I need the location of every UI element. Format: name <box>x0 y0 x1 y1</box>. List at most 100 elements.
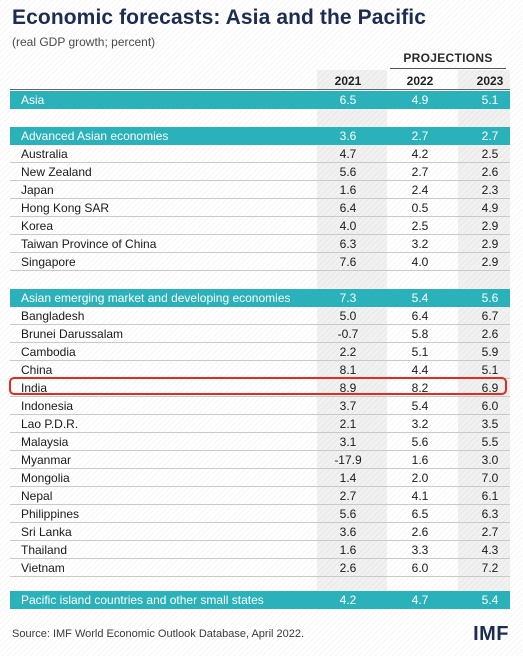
value-2022: 2.6 <box>411 525 429 539</box>
value-2023: 5.6 <box>481 291 499 305</box>
economy-name: Bangladesh <box>21 309 85 323</box>
value-2021: 6.3 <box>339 237 357 251</box>
column-header-2021: 2021 <box>334 74 362 88</box>
row-divider <box>10 558 510 559</box>
row-divider <box>10 414 510 415</box>
economy-name: Lao P.D.R. <box>21 417 79 431</box>
value-2023: 7.0 <box>481 471 499 485</box>
table-row: Philippines 5.6 6.5 6.3 <box>10 505 510 523</box>
value-2023: 6.0 <box>481 399 499 413</box>
value-2021: 6.5 <box>339 93 357 107</box>
row-divider <box>10 198 510 199</box>
table-header-row: 2021 2022 2023 <box>10 72 510 90</box>
economy-name: China <box>21 363 53 377</box>
value-2023: 2.9 <box>481 237 499 251</box>
value-2021: 3.6 <box>339 129 357 143</box>
row-divider <box>10 540 510 541</box>
value-2023: 7.2 <box>481 561 499 575</box>
value-2022: 5.4 <box>411 291 429 305</box>
economy-name: Taiwan Province of China <box>21 237 157 251</box>
value-2022: 4.2 <box>411 147 429 161</box>
value-2023: 2.9 <box>481 255 499 269</box>
value-2021: 2.1 <box>339 417 357 431</box>
economy-name: Philippines <box>21 507 80 521</box>
row-divider <box>10 324 510 325</box>
value-2021: 1.6 <box>339 183 357 197</box>
group-row-pacific: Pacific island countries and other small… <box>10 591 510 609</box>
table-row: Myanmar -17.9 1.6 3.0 <box>10 451 510 469</box>
row-divider <box>10 450 510 451</box>
column-header-2023: 2023 <box>476 74 504 88</box>
value-2023: 2.6 <box>481 327 499 341</box>
group-row-asia: Asia 6.5 4.9 5.1 <box>10 91 510 109</box>
economy-name: Hong Kong SAR <box>21 201 110 215</box>
group-row-emerging: Asian emerging market and developing eco… <box>10 289 510 307</box>
group-name: Asian emerging market and developing eco… <box>21 291 291 305</box>
value-2021: -0.7 <box>337 327 359 341</box>
value-2021: 1.6 <box>339 543 357 557</box>
value-2023: 2.7 <box>481 129 499 143</box>
value-2021: 4.2 <box>339 593 357 607</box>
value-2021: -17.9 <box>334 453 362 467</box>
table-row: Hong Kong SAR 6.4 0.5 4.9 <box>10 199 510 217</box>
value-2021: 7.6 <box>339 255 357 269</box>
table-row: New Zealand 5.6 2.7 2.6 <box>10 163 510 181</box>
row-divider <box>10 468 510 469</box>
value-2023: 5.4 <box>481 593 499 607</box>
value-2021: 5.0 <box>339 309 357 323</box>
value-2021: 6.4 <box>339 201 357 215</box>
row-divider <box>10 216 510 217</box>
economy-name: Myanmar <box>21 453 72 467</box>
economy-name: Singapore <box>21 255 76 269</box>
economy-name: Malaysia <box>21 435 69 449</box>
value-2022: 1.6 <box>411 453 429 467</box>
table-row: Nepal 2.7 4.1 6.1 <box>10 487 510 505</box>
column-shade-2023 <box>458 70 510 610</box>
value-2022: 4.1 <box>411 489 429 503</box>
value-2023: 5.5 <box>481 435 499 449</box>
group-name: Advanced Asian economies <box>21 129 169 143</box>
value-2023: 6.9 <box>481 381 499 395</box>
value-2023: 5.9 <box>481 345 499 359</box>
group-name: Pacific island countries and other small… <box>21 593 264 607</box>
projections-label: PROJECTIONS <box>403 51 493 65</box>
economy-name: Mongolia <box>21 471 70 485</box>
row-divider <box>10 234 510 235</box>
row-divider <box>10 432 510 433</box>
economy-name: Australia <box>21 147 68 161</box>
value-2023: 3.5 <box>481 417 499 431</box>
value-2021: 5.6 <box>339 165 357 179</box>
imf-logo: IMF <box>473 623 509 645</box>
value-2023: 6.1 <box>481 489 499 503</box>
value-2023: 3.0 <box>481 453 499 467</box>
value-2021: 8.1 <box>339 363 357 377</box>
row-divider <box>10 522 510 523</box>
row-divider <box>10 504 510 505</box>
economy-name: Vietnam <box>21 561 65 575</box>
row-divider <box>10 270 510 271</box>
value-2022: 5.8 <box>411 327 429 341</box>
economy-name: India <box>21 381 48 395</box>
value-2023: 2.9 <box>481 219 499 233</box>
value-2021: 2.2 <box>339 345 357 359</box>
table-row: Bangladesh 5.0 6.4 6.7 <box>10 307 510 325</box>
value-2021: 5.6 <box>339 507 357 521</box>
table-row: India 8.9 8.2 6.9 <box>10 379 510 397</box>
value-2021: 3.7 <box>339 399 357 413</box>
table-row: Sri Lanka 3.6 2.6 2.7 <box>10 523 510 541</box>
economy-name: Cambodia <box>21 345 76 359</box>
economy-name: Japan <box>21 183 54 197</box>
value-2023: 2.6 <box>481 165 499 179</box>
group-name: Asia <box>21 93 45 107</box>
economy-name: New Zealand <box>21 165 92 179</box>
value-2021: 3.1 <box>339 435 357 449</box>
table-row: Vietnam 2.6 6.0 7.2 <box>10 559 510 577</box>
economy-name: Sri Lanka <box>21 525 72 539</box>
value-2021: 2.6 <box>339 561 357 575</box>
projections-underline <box>390 68 506 69</box>
value-2023: 2.3 <box>481 183 499 197</box>
header-divider <box>10 89 510 90</box>
table-row: Singapore 7.6 4.0 2.9 <box>10 253 510 271</box>
value-2022: 8.2 <box>411 381 429 395</box>
table-row: Mongolia 1.4 2.0 7.0 <box>10 469 510 487</box>
